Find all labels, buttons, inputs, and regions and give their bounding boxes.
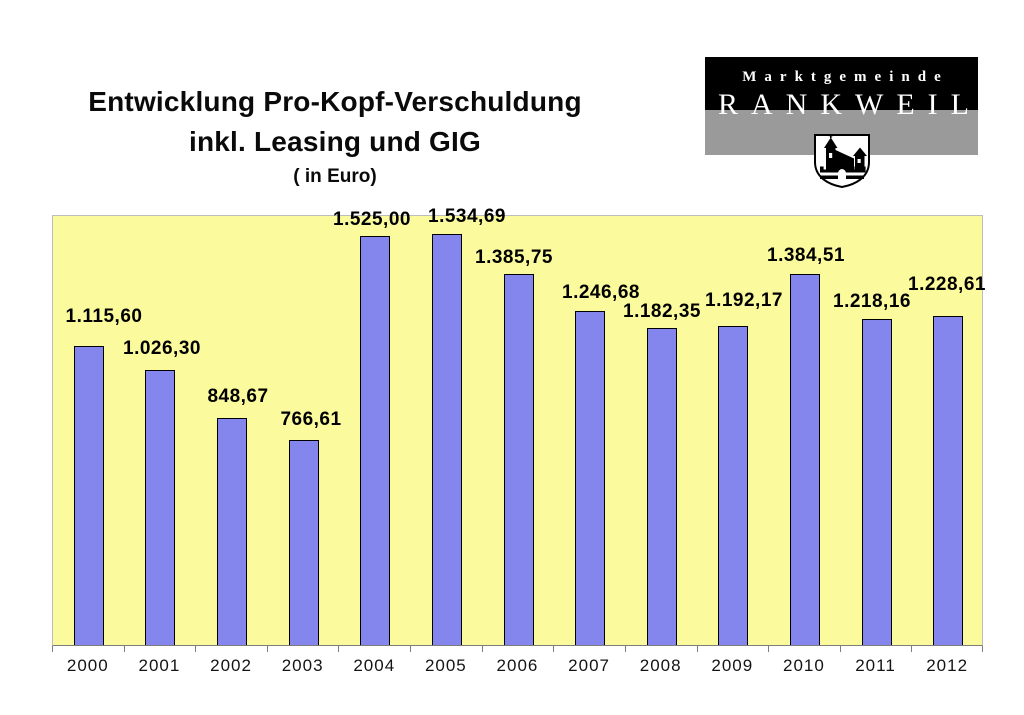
tick-mark bbox=[195, 646, 196, 652]
bar-2006 bbox=[504, 274, 534, 645]
bar-value-label-2004: 1.525,00 bbox=[333, 209, 411, 230]
tick-mark bbox=[410, 646, 411, 652]
year-label-2005: 2005 bbox=[424, 656, 467, 675]
tick-mark bbox=[553, 646, 554, 652]
year-label-2009: 2009 bbox=[711, 656, 754, 675]
tick-mark bbox=[768, 646, 769, 652]
year-label-2004: 2004 bbox=[353, 656, 396, 675]
year-label-2012: 2012 bbox=[926, 656, 969, 675]
year-label-2003: 2003 bbox=[281, 656, 324, 675]
castle-shield-icon bbox=[811, 133, 873, 194]
bar-2011 bbox=[862, 319, 892, 645]
bar-2010 bbox=[790, 274, 820, 645]
year-label-2008: 2008 bbox=[639, 656, 682, 675]
bar-2007 bbox=[575, 311, 605, 645]
year-label-2002: 2002 bbox=[210, 656, 252, 675]
tick-mark bbox=[267, 646, 268, 652]
tick-mark bbox=[52, 646, 53, 652]
bar-value-label-2008: 1.182,35 bbox=[623, 301, 701, 322]
year-label-2006: 2006 bbox=[496, 656, 539, 675]
tick-mark bbox=[697, 646, 698, 652]
bar-value-label-2000: 1.115,60 bbox=[65, 306, 143, 327]
tick-mark bbox=[482, 646, 483, 652]
chart-title-block: Entwicklung Pro-Kopf-Verschuldung inkl. … bbox=[30, 82, 640, 188]
tick-mark bbox=[625, 646, 626, 652]
tick-mark bbox=[911, 646, 912, 652]
year-label-2007: 2007 bbox=[568, 656, 610, 675]
bar-2009 bbox=[718, 326, 748, 645]
bar-value-label-2003: 766,61 bbox=[280, 409, 342, 430]
logo-black-band bbox=[705, 57, 978, 110]
bar-value-label-2001: 1.026,30 bbox=[123, 338, 201, 359]
chart-title-line-1: Entwicklung Pro-Kopf-Verschuldung bbox=[88, 86, 582, 117]
x-axis-ticks bbox=[52, 646, 983, 652]
year-label-2000: 2000 bbox=[66, 656, 109, 675]
x-axis-labels: 2000 2001 2002 2003 2004 2005 2006 2007 2008 2009… bbox=[52, 656, 983, 676]
bar-2008 bbox=[647, 328, 677, 645]
bar-2002 bbox=[217, 418, 247, 645]
logo-text-rankweil: RANKWEIL bbox=[718, 88, 982, 121]
bar-chart: 1.115,60 1.026,30 848,67 766,61 1.525,00 1.53… bbox=[52, 206, 986, 685]
bar-2004 bbox=[360, 236, 390, 645]
tick-mark bbox=[124, 646, 125, 652]
year-label-2001: 2001 bbox=[138, 656, 181, 675]
bar-2001 bbox=[145, 370, 175, 645]
year-label-2010: 2010 bbox=[782, 656, 825, 675]
tick-mark bbox=[338, 646, 339, 652]
bar-2005 bbox=[432, 234, 462, 645]
logo-text-marktgemeinde: Marktgemeinde bbox=[742, 69, 949, 85]
rankweil-logo: Marktgemeinde RANKWEIL bbox=[705, 57, 978, 189]
tick-mark bbox=[840, 646, 841, 652]
bar-value-label-2007: 1.246,68 bbox=[562, 282, 640, 303]
tick-mark bbox=[982, 646, 983, 652]
bar-value-label-2009: 1.192,17 bbox=[705, 290, 783, 311]
chart-title-unit: ( in Euro) bbox=[293, 166, 377, 187]
bar-value-label-2002: 848,67 bbox=[207, 386, 269, 407]
bar-value-label-2011: 1.218,16 bbox=[833, 291, 911, 312]
bar-value-label-2012: 1.228,61 bbox=[908, 274, 986, 295]
bar-2003 bbox=[289, 440, 319, 645]
plot-area: 1.115,60 1.026,30 848,67 766,61 1.525,00 1.53… bbox=[52, 206, 986, 646]
bar-2012 bbox=[933, 316, 963, 645]
bar-value-label-2005: 1.534,69 bbox=[428, 206, 506, 227]
year-label-2011: 2011 bbox=[855, 656, 896, 675]
bar-2000 bbox=[74, 346, 104, 645]
bar-value-label-2006: 1.385,75 bbox=[475, 247, 553, 268]
chart-title-line-2: inkl. Leasing und GIG bbox=[188, 126, 481, 157]
bar-value-label-2010: 1.384,51 bbox=[767, 245, 845, 266]
